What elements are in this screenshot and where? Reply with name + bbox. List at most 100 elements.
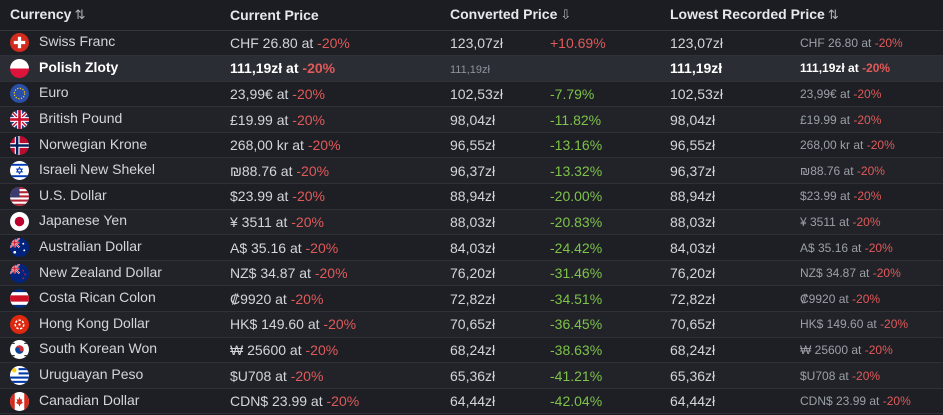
discount-badge: -20%	[290, 290, 324, 307]
discount-badge: -20%	[307, 137, 341, 154]
converted-price-cell: 111,19zł	[440, 55, 550, 82]
discount-badge: -20%	[314, 265, 348, 282]
table-row[interactable]: Norwegian Krone 268,00 kr at -20% 96,55zł -…	[0, 132, 943, 159]
currency-name: Swiss Franc	[39, 33, 116, 50]
percent-difference: -38.63%	[550, 341, 603, 358]
table-row[interactable]: Israeli New Shekel ₪88.76 at -20% 96,37zł -…	[0, 157, 943, 185]
lowest-price-cell: 96,37zł	[660, 157, 800, 185]
lowest-price-detail-cell: A$ 35.16 at -20%	[800, 234, 943, 261]
percent-difference-cell: -34.51%	[550, 285, 660, 313]
converted-price-value: 96,55zł	[450, 137, 496, 154]
converted-price-value: 96,37zł	[450, 162, 496, 179]
discount-badge: -20%	[317, 34, 350, 51]
table-row[interactable]: U.S. Dollar $23.99 at -20% 88,94zł -20.00% 8…	[0, 183, 943, 210]
sort-icon: ⇅	[827, 7, 839, 23]
lowest-price-detail-cell: £19.99 at -20%	[800, 106, 943, 133]
converted-price-column-header[interactable]: Converted Price ⇩	[440, 0, 660, 31]
currency-cell: U.S. Dollar	[0, 183, 220, 210]
price-value: $23.99 at	[230, 188, 293, 205]
percent-difference-cell: -11.82%	[550, 106, 660, 133]
percent-difference: -42.04%	[550, 393, 603, 410]
currency-cell: Japanese Yen	[0, 209, 220, 236]
converted-price-value: 88,03zł	[450, 213, 496, 230]
lowest-price-cell: 70,65zł	[660, 311, 800, 338]
currency-column-header[interactable]: Currency ⇅	[0, 0, 220, 31]
discount-badge: -20%	[292, 188, 325, 205]
lowest-price-detail-cell: 23,99€ at -20%	[800, 81, 943, 108]
discount-badge: -20%	[290, 367, 324, 384]
lowest-price-cell: 96,55zł	[660, 132, 800, 159]
percent-difference-cell: +10.69%	[550, 30, 660, 57]
currency-cell: Costa Rican Colon	[0, 285, 220, 313]
lowest-price-detail: ₡9920 at	[800, 291, 853, 306]
table-row[interactable]: British Pound £19.99 at -20% 98,04zł -11.82…	[0, 106, 943, 133]
discount-badge: -20%	[305, 341, 339, 358]
australia-flag-icon	[10, 238, 29, 258]
current-price-cell: $23.99 at -20%	[220, 183, 440, 210]
lowest-price-cell: 72,82zł	[660, 285, 800, 313]
lowest-price-detail-cell: $U708 at -20%	[800, 362, 943, 389]
lowest-price-value: 72,82zł	[670, 290, 716, 307]
percent-difference-cell	[550, 55, 660, 82]
lowest-price-cell: 64,44zł	[660, 388, 800, 415]
lowest-discount-badge: -20%	[853, 112, 882, 127]
current-price-cell: NZ$ 34.87 at -20%	[220, 260, 440, 287]
lowest-discount-badge: -20%	[862, 61, 891, 76]
table-row[interactable]: Polish Zloty 111,19zł at -20% 111,19zł 111,…	[0, 55, 943, 82]
discount-badge: -20%	[305, 239, 339, 256]
lowest-discount-badge: -20%	[872, 266, 901, 281]
currency-cell: Canadian Dollar	[0, 388, 220, 415]
table-row[interactable]: Costa Rican Colon ₡9920 at -20% 72,82zł -34…	[0, 285, 943, 313]
discount-badge: -20%	[326, 393, 360, 410]
lowest-price-cell: 84,03zł	[660, 234, 800, 261]
price-value: £19.99 at	[230, 111, 293, 128]
converted-price-value: 68,24zł	[450, 341, 496, 358]
percent-difference: +10.69%	[550, 34, 606, 51]
converted-price-value: 123,07zł	[450, 34, 503, 51]
price-value: 268,00 kr at	[230, 137, 308, 154]
table-row[interactable]: Uruguayan Peso $U708 at -20% 65,36zł -41.21…	[0, 362, 943, 389]
price-value: HK$ 149.60 at	[230, 316, 324, 333]
percent-difference: -41.21%	[550, 367, 603, 384]
japan-flag-icon	[10, 212, 29, 232]
table-row[interactable]: South Korean Won ₩ 25600 at -20% 68,24zł -3…	[0, 337, 943, 364]
percent-difference: -7.79%	[550, 85, 595, 102]
lowest-price-detail-cell: ₪88.76 at -20%	[800, 157, 943, 185]
current-price-cell: 111,19zł at -20%	[220, 55, 440, 82]
converted-price-cell: 65,36zł	[440, 362, 550, 389]
lowest-discount-badge: -20%	[882, 394, 911, 409]
canada-flag-icon	[10, 391, 29, 411]
converted-price-cell: 68,24zł	[440, 337, 550, 364]
lowest-price-value: 88,03zł	[670, 213, 716, 230]
lowest-price-column-header[interactable]: Lowest Recorded Price ⇅	[660, 0, 943, 31]
south-korea-flag-icon	[10, 340, 29, 360]
current-price-cell: ₡9920 at -20%	[220, 285, 440, 313]
lowest-price-detail: A$ 35.16 at	[800, 240, 865, 255]
lowest-price-cell: 68,24zł	[660, 337, 800, 364]
table-row[interactable]: Hong Kong Dollar HK$ 149.60 at -20% 70,65z…	[0, 311, 943, 338]
lowest-price-detail: CDN$ 23.99 at	[800, 394, 883, 409]
lowest-discount-badge: -20%	[864, 240, 893, 255]
converted-price-value: 64,44zł	[450, 393, 496, 410]
table-row[interactable]: New Zealand Dollar NZ$ 34.87 at -20% 76,20…	[0, 260, 943, 287]
lowest-price-detail: NZ$ 34.87 at	[800, 266, 873, 281]
lowest-price-detail: 23,99€ at	[800, 86, 854, 101]
table-row[interactable]: Japanese Yen ¥ 3511 at -20% 88,03zł -20.83%…	[0, 209, 943, 236]
table-row[interactable]: Euro 23,99€ at -20% 102,53zł -7.79% 102,53zł…	[0, 81, 943, 108]
percent-difference: -20.83%	[550, 213, 603, 230]
table-row[interactable]: Canadian Dollar CDN$ 23.99 at -20% 64,44zł…	[0, 388, 943, 415]
lowest-price-value: 84,03zł	[670, 239, 716, 256]
lowest-price-value: 70,65zł	[670, 316, 716, 333]
percent-difference: -24.42%	[550, 239, 603, 256]
converted-price-cell: 84,03zł	[440, 234, 550, 261]
converted-price-cell: 102,53zł	[440, 81, 550, 108]
table-row[interactable]: Australian Dollar A$ 35.16 at -20% 84,03zł…	[0, 234, 943, 261]
percent-difference: -13.16%	[550, 137, 603, 154]
currency-name: Canadian Dollar	[39, 391, 140, 408]
price-value: ¥ 3511 at	[230, 213, 292, 230]
lowest-price-detail: HK$ 149.60 at	[800, 317, 881, 332]
table-row[interactable]: Swiss Franc CHF 26.80 at -20% 123,07zł +10.…	[0, 30, 943, 57]
lowest-price-detail: $23.99 at	[800, 189, 854, 204]
lowest-price-detail: £19.99 at	[800, 112, 854, 127]
percent-difference-cell: -41.21%	[550, 362, 660, 389]
